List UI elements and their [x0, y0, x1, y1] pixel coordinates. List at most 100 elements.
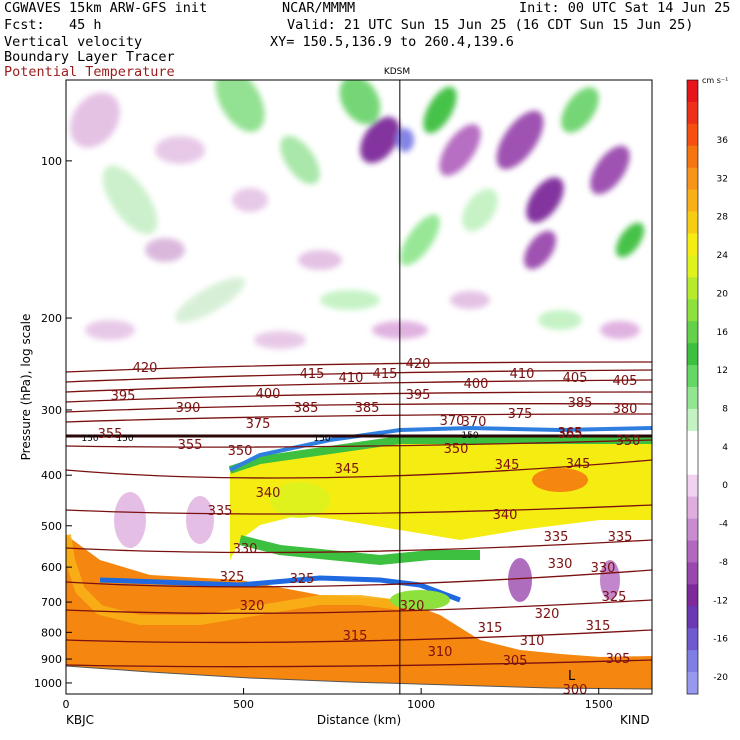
theta-label: 310	[428, 645, 453, 660]
tracer-label: 150	[116, 434, 133, 444]
theta-label: 365	[558, 426, 583, 441]
theta-label: 380	[613, 402, 638, 417]
theta-label: 390	[176, 401, 201, 416]
colorbar-swatch	[687, 365, 698, 388]
y-tick-label: 1000	[34, 677, 62, 690]
theta-label: 325	[220, 570, 245, 585]
colorbar-swatch	[687, 606, 698, 629]
theta-label: 305	[503, 654, 528, 669]
lower-field	[66, 425, 652, 694]
colorbar-label: -4	[719, 520, 728, 530]
theta-label: 345	[566, 457, 591, 472]
colorbar-swatch	[687, 343, 698, 366]
tracer-label: 150	[81, 434, 98, 444]
colorbar-swatch	[687, 540, 698, 563]
x-axis: 0 500 1000 1500	[63, 688, 613, 711]
theta-label: 410	[339, 371, 364, 386]
theta-label: 375	[246, 417, 271, 432]
low-label: L	[568, 669, 576, 684]
theta-label: 400	[256, 387, 281, 402]
y-tick-label: 400	[41, 469, 62, 482]
theta-label: 375	[508, 407, 533, 422]
colorbar-swatch	[687, 387, 698, 410]
theta-label: 400	[464, 377, 489, 392]
x-tick-label: 1000	[407, 698, 435, 711]
x-tick-label: 500	[233, 698, 254, 711]
theta-label: 395	[406, 388, 431, 403]
init-time: Init: 00 UTC Sat 14 Jun 25	[519, 0, 731, 16]
colorbar-swatch	[687, 211, 698, 234]
theta-label: 385	[294, 401, 319, 416]
colorbar-swatch	[687, 518, 698, 541]
theta-label: 320	[535, 607, 560, 622]
colorbar-label: 28	[717, 213, 729, 223]
plot-area	[66, 80, 652, 694]
theta-label: 335	[608, 530, 633, 545]
colorbar-frame	[686, 79, 699, 695]
forecast-hour: Fcst: 45 h	[4, 17, 102, 33]
colorbar-swatch	[687, 299, 698, 322]
colorbar-swatch	[687, 123, 698, 147]
theta-label: 370	[440, 414, 465, 429]
left-station: KBJC	[66, 713, 94, 727]
colorbar-swatch	[687, 233, 698, 256]
theta-label: 330	[548, 557, 573, 572]
theta-label: 315	[586, 619, 611, 634]
x-tick-label: 1500	[585, 698, 613, 711]
theta-label: 350	[228, 444, 253, 459]
colorbar-swatch	[687, 562, 698, 585]
theta-label: 405	[613, 374, 638, 389]
theta-label: 340	[256, 486, 281, 501]
y-axis: 100 200 300 400 500 600 700 800 900 1000	[34, 155, 72, 690]
colorbar-swatch	[687, 628, 698, 651]
theta-label: 420	[406, 357, 431, 372]
theta-label: 315	[478, 621, 503, 636]
y-tick-label: 300	[41, 404, 62, 417]
theta-label: 300	[563, 683, 588, 698]
isentropes	[66, 361, 652, 668]
colorbar-label: -16	[713, 635, 728, 645]
colorbar-swatch	[687, 101, 698, 125]
colorbar-swatch	[687, 672, 698, 695]
theta-label: 320	[240, 599, 265, 614]
y-tick-label: 100	[41, 155, 62, 168]
colorbar-label: -8	[719, 558, 728, 568]
colorbar-swatch	[687, 145, 698, 169]
theta-label: 335	[544, 530, 569, 545]
colorbar-label: 0	[722, 481, 728, 491]
colorbar-label: -12	[713, 596, 728, 606]
colorbar-label: 16	[717, 328, 729, 338]
colorbar-swatch	[687, 584, 698, 607]
y-tick-label: 500	[41, 520, 62, 533]
colorbar-swatch	[687, 80, 698, 103]
theta-label: 420	[133, 361, 158, 376]
colorbar-swatch	[687, 496, 698, 519]
theta-label: 415	[373, 367, 398, 382]
tracer-labels: 150 150 150 150	[81, 431, 478, 444]
theta-label: 330	[591, 561, 616, 576]
y-axis-label: Pressure (hPa), log scale	[19, 314, 33, 461]
colorbar-label: -20	[713, 673, 728, 683]
right-station: KIND	[620, 713, 650, 727]
colorbar-label: 8	[722, 405, 728, 415]
colorbar-swatch	[687, 167, 698, 191]
colorbar-swatch	[687, 408, 698, 432]
theta-label: 345	[335, 462, 360, 477]
field-label-3: Potential Temperature	[4, 64, 175, 80]
colorbar-label: 24	[717, 251, 729, 261]
theta-labels: 420 415 410 405 420 415 410 405 395 400 385 385 395 4…	[98, 357, 641, 698]
plot-frame	[65, 79, 653, 695]
field-label-1: Vertical velocity	[4, 34, 143, 50]
colorbar-swatch	[687, 255, 698, 278]
colorbar-label: 36	[717, 136, 729, 146]
theta-label: 340	[493, 508, 518, 523]
colorbar-swatch	[687, 474, 698, 498]
terrain	[66, 665, 652, 694]
colorbar-unit: cm s⁻¹	[702, 76, 728, 85]
theta-label: 410	[510, 367, 535, 382]
theta-label: 325	[602, 590, 627, 605]
y-tick-label: 600	[41, 561, 62, 574]
theta-label: 395	[111, 389, 136, 404]
theta-label: 415	[300, 367, 325, 382]
